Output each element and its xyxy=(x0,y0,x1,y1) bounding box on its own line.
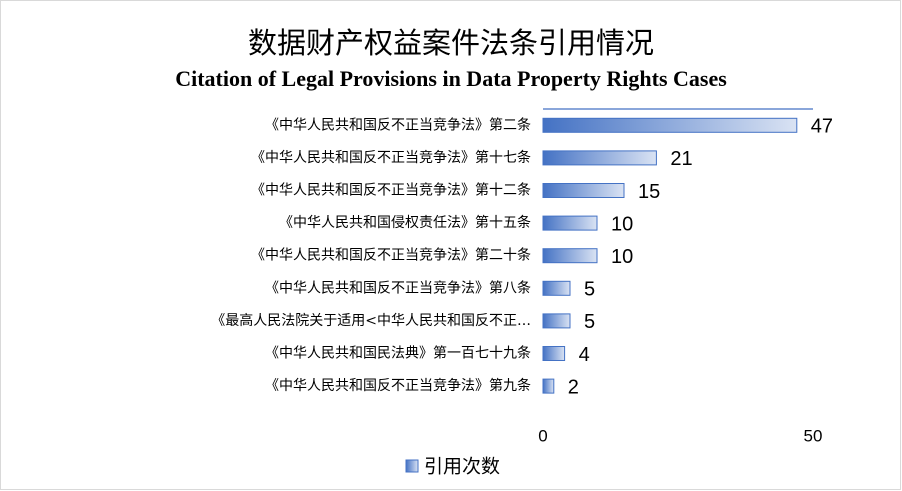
bar xyxy=(542,248,598,264)
bar xyxy=(542,346,566,361)
category-label: 《中华人民共和国反不正当竞争法》第十二条 xyxy=(251,182,531,199)
value-label: 21 xyxy=(670,148,692,170)
category-label: 《最高人民法院关于适用<中华人民共和国反不正… xyxy=(211,312,531,329)
value-label: 10 xyxy=(611,246,633,268)
bar xyxy=(542,117,798,133)
category-label: 《中华人民共和国反不正当竞争法》第八条 xyxy=(265,279,531,296)
value-label: 5 xyxy=(584,279,595,301)
bar xyxy=(542,378,555,394)
category-label: 《中华人民共和国反不正当竞争法》第二十条 xyxy=(251,247,531,264)
value-label: 5 xyxy=(584,311,595,333)
bar xyxy=(542,183,625,198)
bar xyxy=(542,280,571,296)
category-label: 《中华人民共和国反不正当竞争法》第二条 xyxy=(265,116,531,133)
value-label: 10 xyxy=(611,213,633,235)
chart-subtitle: Citation of Legal Provisions in Data Pro… xyxy=(175,66,727,91)
bar xyxy=(542,215,598,231)
category-label: 《中华人民共和国民法典》第一百七十九条 xyxy=(265,345,531,362)
category-label: 《中华人民共和国反不正当竞争法》第九条 xyxy=(265,377,531,394)
value-label: 4 xyxy=(579,344,590,366)
category-label: 《中华人民共和国侵权责任法》第十五条 xyxy=(279,214,531,231)
category-label: 《中华人民共和国反不正当竞争法》第十七条 xyxy=(251,149,531,166)
bar xyxy=(542,150,657,166)
x-tick-label: 0 xyxy=(538,426,547,445)
bar xyxy=(542,313,571,329)
legend-swatch xyxy=(405,459,419,473)
x-tick-label: 50 xyxy=(804,426,823,445)
chart-title: 数据财产权益案件法条引用情况 xyxy=(248,26,654,60)
value-label: 2 xyxy=(568,376,579,398)
value-label: 15 xyxy=(638,181,660,203)
value-label: 47 xyxy=(811,116,833,138)
legend-label: 引用次数 xyxy=(424,456,500,478)
